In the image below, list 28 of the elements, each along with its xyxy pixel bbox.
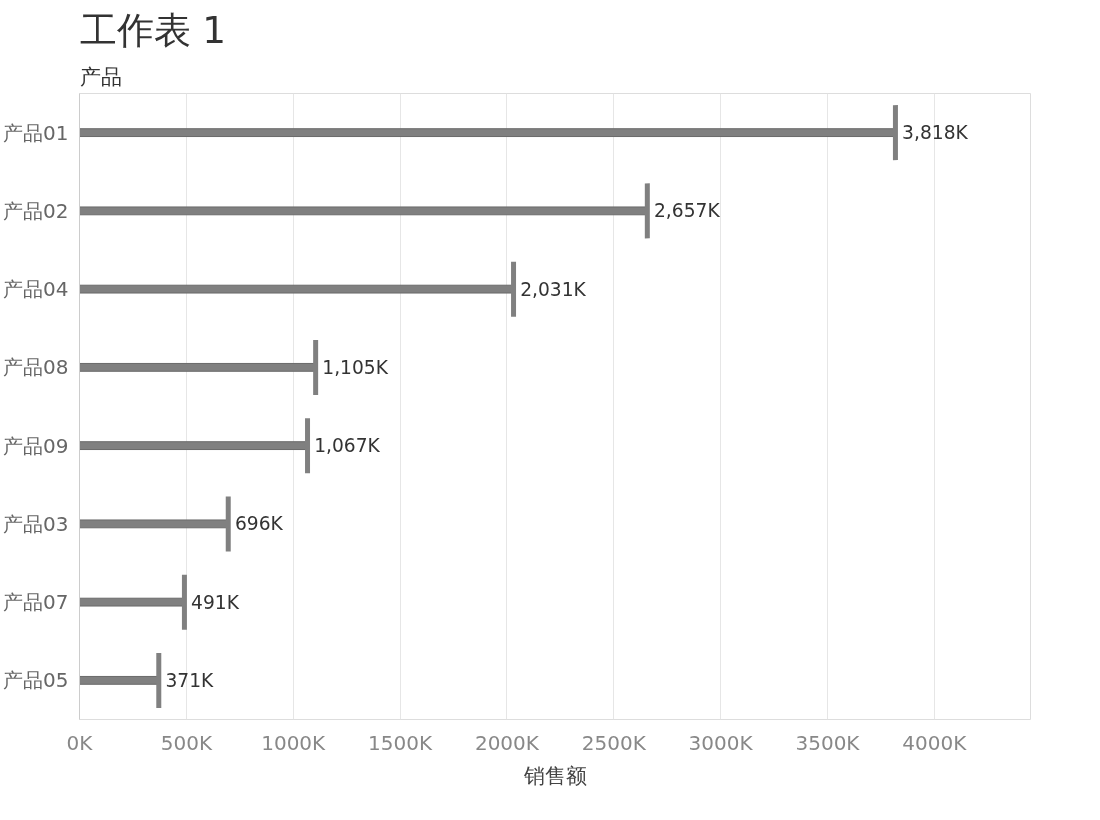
data-label: 2,031K: [520, 278, 587, 300]
y-axis-title: 产品: [79, 63, 122, 89]
data-label: 3,818K: [902, 122, 969, 144]
x-tick-label: 4000K: [902, 730, 968, 755]
x-tick-label: 1000K: [261, 730, 327, 755]
data-label: 696K: [234, 513, 284, 535]
data-label: 491K: [191, 591, 240, 613]
x-tick-label: 2500K: [581, 730, 647, 755]
data-label: 371K: [165, 669, 215, 691]
y-tick-label: 产品01: [3, 120, 69, 145]
data-label: 1,067K: [314, 435, 381, 457]
y-tick-label: 产品03: [3, 511, 69, 536]
x-tick-label: 3500K: [795, 730, 861, 755]
x-tick-label: 500K: [160, 730, 213, 755]
x-tick-label: 3000K: [688, 730, 754, 755]
x-tick-label: 0K: [66, 730, 94, 755]
data-label: 2,657K: [653, 200, 721, 222]
y-tick-label: 产品05: [3, 668, 69, 693]
y-tick-label: 产品07: [3, 590, 69, 615]
y-tick-label: 产品08: [3, 355, 69, 380]
data-label: 1,105K: [322, 356, 389, 378]
y-tick-label: 产品09: [3, 433, 69, 458]
y-tick-label: 产品02: [3, 198, 69, 223]
y-tick-label: 产品04: [3, 277, 69, 302]
x-tick-label: 2000K: [474, 730, 540, 755]
x-axis-title: 销售额: [522, 762, 587, 788]
x-tick-label: 1500K: [368, 730, 433, 755]
chart-title: 工作表 1: [79, 7, 227, 52]
